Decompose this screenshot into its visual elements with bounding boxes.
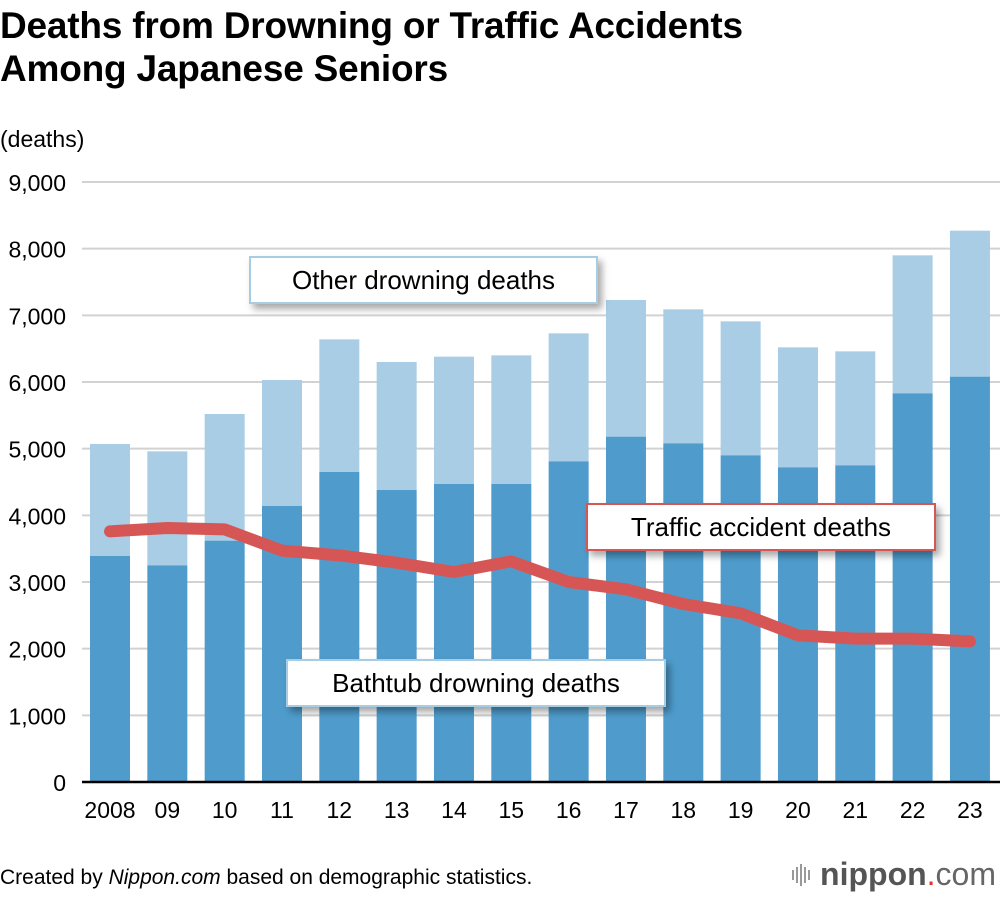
- callout-traffic: Traffic accident deaths: [586, 503, 936, 551]
- y-axis-tick-labels: 0 1,000 2,000 3,000 4,000 5,000 6,000 7,000 8,00…: [8, 170, 66, 796]
- x-tick-label: 10: [212, 797, 238, 823]
- bar-bathtub-drowning: [548, 461, 589, 782]
- x-tick-label: 11: [270, 797, 294, 823]
- x-tick-label: 20: [785, 797, 811, 823]
- x-tick-label: 21: [842, 797, 868, 823]
- bar-bathtub-drowning: [147, 565, 188, 782]
- bar-other-drowning: [605, 300, 646, 437]
- chart-title: Deaths from Drowning or Traffic Accident…: [0, 4, 743, 90]
- x-tick-label: 2008: [84, 797, 135, 823]
- bar-other-drowning: [491, 355, 532, 484]
- bar-other-drowning: [777, 347, 818, 468]
- bar-other-drowning: [147, 451, 188, 566]
- bars: [90, 230, 990, 782]
- x-tick-label: 18: [671, 797, 697, 823]
- x-axis-tick-labels: 2008 09 10 11 12 13 14 15 16 17 18 19 20 21 22 23: [84, 797, 982, 823]
- bar-bathtub-drowning: [376, 490, 417, 782]
- source-prefix: Created by: [0, 866, 109, 889]
- bar-other-drowning: [376, 362, 417, 490]
- logo-tld: com: [935, 856, 996, 892]
- bar-other-drowning: [892, 255, 933, 394]
- logo-name: nippon: [820, 856, 927, 892]
- callout-other-drowning: Other drowning deaths: [249, 256, 598, 304]
- bar-bathtub-drowning: [949, 376, 990, 782]
- bar-bathtub-drowning: [204, 540, 245, 782]
- y-tick-label: 3,000: [8, 570, 66, 596]
- logo-sound-wave-icon: [792, 863, 811, 886]
- bar-other-drowning: [90, 444, 130, 556]
- y-tick-label: 5,000: [8, 437, 66, 463]
- source-suffix: based on demographic statistics.: [220, 866, 533, 889]
- callout-bathtub: Bathtub drowning deaths: [286, 659, 666, 707]
- x-tick-label: 23: [957, 797, 983, 823]
- traffic-accident-line: [104, 522, 976, 648]
- logo-dot: .: [926, 856, 936, 892]
- bar-bathtub-drowning: [319, 472, 360, 782]
- bar-other-drowning: [261, 380, 302, 506]
- y-tick-label: 8,000: [8, 237, 66, 263]
- bar-other-drowning: [663, 309, 704, 444]
- x-tick-label: 14: [441, 797, 467, 823]
- bar-bathtub-drowning: [663, 443, 704, 782]
- x-tick-label: 16: [556, 797, 582, 823]
- bar-other-drowning: [548, 333, 589, 462]
- y-tick-label: 1,000: [8, 703, 66, 729]
- traffic-line: [104, 522, 976, 648]
- y-tick-label: 2,000: [8, 637, 66, 663]
- nippon-logo: nippon. com: [792, 856, 996, 893]
- x-tick-label: 22: [900, 797, 926, 823]
- y-axis-unit-label: (deaths): [0, 126, 85, 152]
- y-tick-label: 4,000: [8, 503, 66, 529]
- chart-title-line-2: Among Japanese Seniors: [0, 48, 448, 89]
- y-tick-label: 7,000: [8, 303, 66, 329]
- chart-title-line-1: Deaths from Drowning or Traffic Accident…: [0, 5, 743, 46]
- bar-other-drowning: [433, 356, 474, 484]
- y-tick-label: 0: [53, 770, 66, 796]
- x-tick-label: 19: [728, 797, 754, 823]
- bar-bathtub-drowning: [605, 436, 646, 782]
- bar-bathtub-drowning: [892, 393, 933, 782]
- callout-traffic-text: Traffic accident deaths: [630, 512, 892, 542]
- bar-other-drowning: [949, 230, 990, 377]
- source-note: Created by Nippon.com based on demograph…: [0, 866, 532, 890]
- callout-other-drowning-text: Other drowning deaths: [291, 265, 556, 295]
- x-tick-label: 12: [327, 797, 353, 823]
- y-tick-label: 9,000: [8, 170, 66, 196]
- source-name: Nippon.com: [108, 866, 221, 889]
- x-tick-label: 15: [499, 797, 525, 823]
- x-tick-label: 09: [155, 797, 181, 823]
- bar-other-drowning: [835, 351, 876, 466]
- bar-bathtub-drowning: [90, 556, 130, 782]
- bar-other-drowning: [204, 414, 245, 541]
- x-tick-label: 17: [613, 797, 639, 823]
- bar-other-drowning: [319, 339, 360, 472]
- bar-bathtub-drowning: [433, 484, 474, 782]
- bar-bathtub-drowning: [491, 484, 532, 782]
- y-tick-label: 6,000: [8, 370, 66, 396]
- x-tick-label: 13: [384, 797, 410, 823]
- bar-other-drowning: [720, 321, 761, 456]
- callout-bathtub-text: Bathtub drowning deaths: [332, 668, 620, 698]
